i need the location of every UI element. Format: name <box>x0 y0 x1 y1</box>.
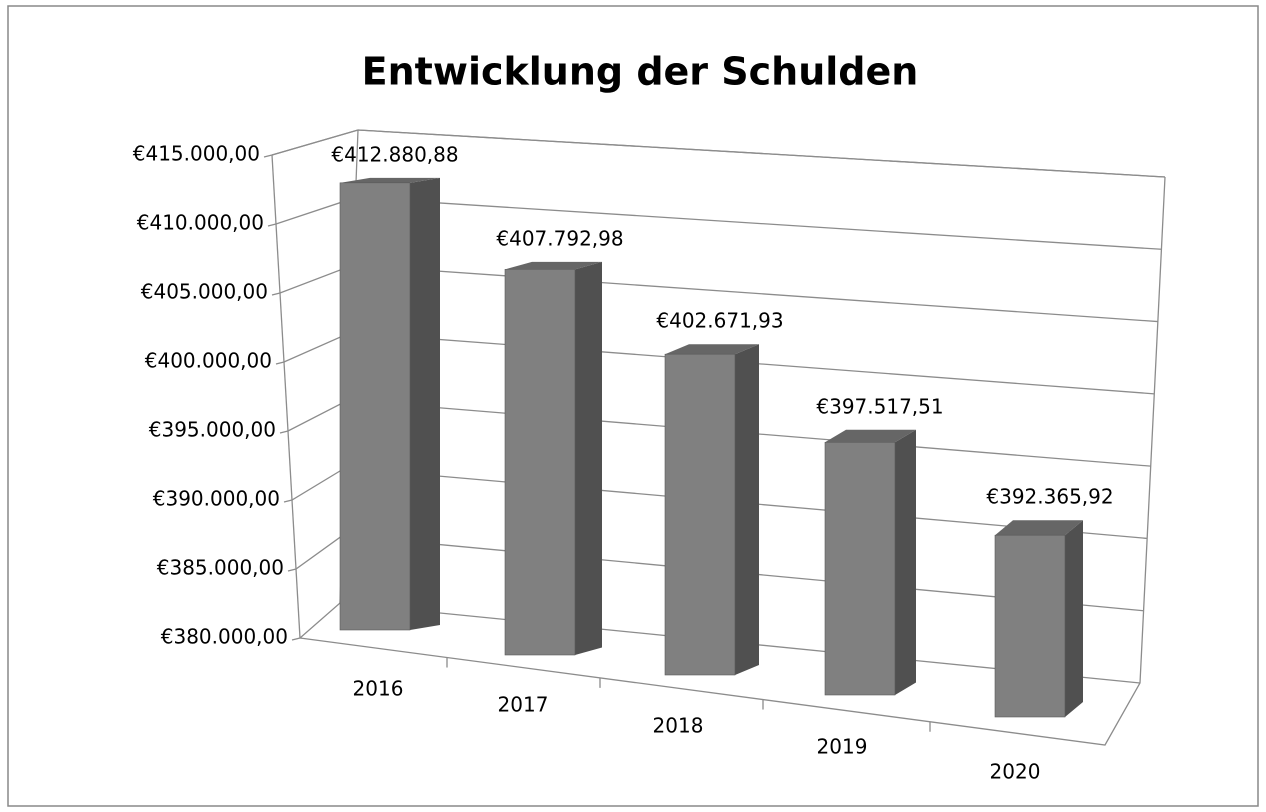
grid-line <box>263 129 1166 178</box>
x-tick-label: 2018 <box>653 714 704 738</box>
x-tick-label: 2019 <box>817 735 868 759</box>
grid-line <box>267 196 1162 250</box>
y-tick-label: €405.000,00 <box>141 280 268 304</box>
y-tick-label: €380.000,00 <box>161 625 288 649</box>
y-tick-label: €390.000,00 <box>153 487 280 511</box>
value-label: €407.792,98 <box>496 226 623 250</box>
floor-edge <box>299 176 1166 746</box>
bar-side <box>410 177 440 630</box>
bar-top <box>505 261 602 270</box>
y-tick-label: €410.000,00 <box>137 211 264 235</box>
bar-top <box>340 177 440 183</box>
value-label: €397.517,51 <box>816 394 943 418</box>
bar <box>339 182 411 631</box>
bar-side <box>575 261 602 655</box>
bar-top <box>665 344 759 355</box>
bar-top <box>995 520 1083 536</box>
bar <box>994 534 1066 718</box>
grid-line <box>271 264 1158 323</box>
x-tick-label: 2016 <box>353 677 404 701</box>
value-label: €402.671,93 <box>656 309 783 333</box>
x-tick-label: 2017 <box>498 693 549 717</box>
value-label: €412.880,88 <box>331 142 458 166</box>
y-tick-label: €395.000,00 <box>149 418 276 442</box>
bar-side <box>895 429 916 695</box>
bar-side <box>1065 520 1083 717</box>
y-tick-label: €400.000,00 <box>145 349 272 373</box>
y-tick-label: €385.000,00 <box>157 556 284 580</box>
value-label: €392.365,92 <box>986 485 1113 509</box>
bar <box>664 353 736 676</box>
bar <box>824 442 896 696</box>
bar <box>504 269 576 656</box>
x-tick-label: 2020 <box>990 760 1041 784</box>
bar-top <box>825 429 916 443</box>
y-tick-label: €415.000,00 <box>133 142 260 166</box>
chart-title: Entwicklung der Schulden <box>362 50 919 94</box>
wall-edge <box>271 154 301 639</box>
bar-side <box>735 344 759 675</box>
